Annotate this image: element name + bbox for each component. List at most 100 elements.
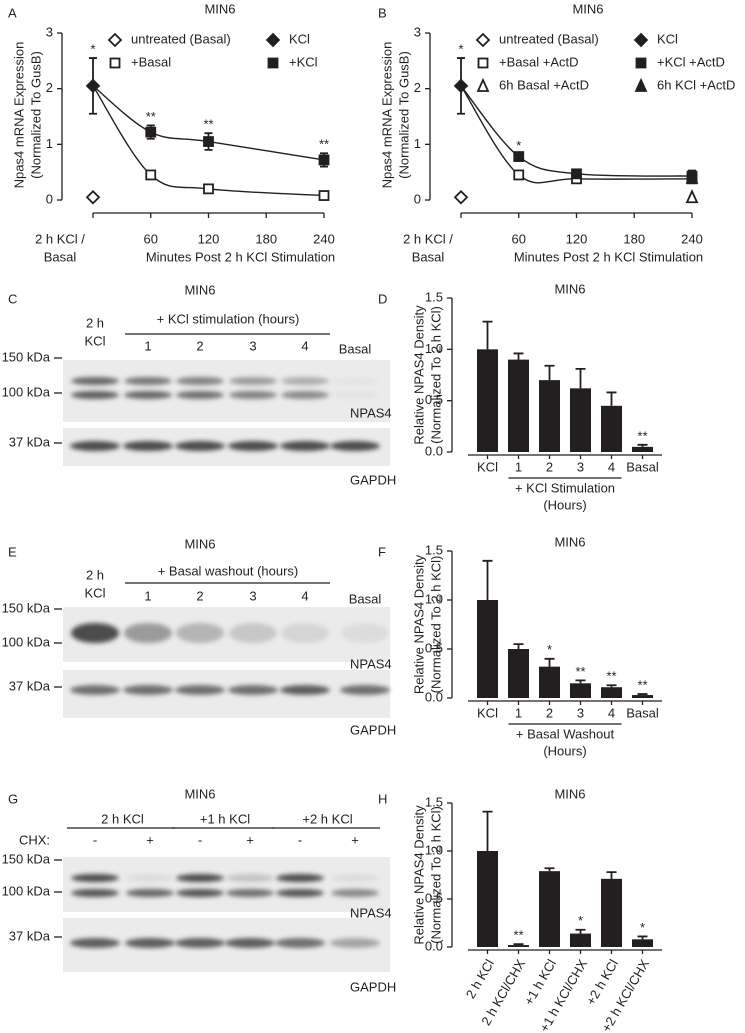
marker <box>477 57 489 69</box>
marker <box>85 189 101 205</box>
significance: ** <box>637 428 647 443</box>
band <box>71 874 119 882</box>
protein-label: NPAS4 <box>350 405 392 420</box>
row-label: CHX: <box>19 832 50 847</box>
chart-title: MIN6 <box>554 281 585 296</box>
significance: * <box>458 41 463 56</box>
band <box>226 874 274 882</box>
marker <box>513 169 525 181</box>
marker <box>685 189 699 204</box>
band <box>280 685 330 695</box>
marker <box>203 136 214 147</box>
bar <box>539 871 560 947</box>
tick-label: 1.0 <box>425 842 443 857</box>
lane-label: 4 <box>301 338 308 353</box>
error-bar <box>575 679 586 684</box>
legend-label: KCl <box>289 31 310 46</box>
tick-label: 120 <box>566 231 588 246</box>
band <box>71 391 119 399</box>
significance: ** <box>203 117 213 132</box>
significance: * <box>547 642 552 657</box>
y-axis-label: Npas4 mRNA Expression <box>11 42 26 189</box>
tick-label: Basal <box>412 249 445 264</box>
panel-letter: C <box>8 291 17 306</box>
band <box>126 874 174 882</box>
y-axis-label: Relative NPAS4 Density <box>411 305 426 445</box>
y-axis-label: Relative NPAS4 Density <box>411 805 426 945</box>
error-bar <box>482 559 493 600</box>
chart-title: MIN6 <box>204 1 235 16</box>
x-axis-label: Minutes Post 2 h KCl Stimulation <box>514 249 703 264</box>
tick-label: 0 <box>414 191 421 206</box>
legend-label: untreated (Basal) <box>131 31 231 46</box>
band <box>175 938 225 948</box>
lane-label: KCl <box>85 333 106 348</box>
bar <box>570 683 591 698</box>
blot-title: MIN6 <box>184 536 215 551</box>
band <box>176 889 224 897</box>
error-bar <box>513 352 524 360</box>
y-axis-label: (Normalized To 2 h KCl) <box>428 556 443 694</box>
error-bar <box>606 871 617 879</box>
size-marker: 37 kDa <box>9 678 51 693</box>
y-axis-label: Npas4 mRNA Expression <box>379 42 394 189</box>
y-axis-label: (Normalized To GusB) <box>28 51 43 179</box>
marker <box>265 32 281 48</box>
tick-label: Basal <box>626 459 659 474</box>
tick-label: 240 <box>313 231 335 246</box>
y-axis-label: (Normalized To GusB) <box>396 51 411 179</box>
error-bar <box>606 684 617 688</box>
legend-label: +KCl +ActD <box>657 54 725 69</box>
marker <box>85 78 101 94</box>
band <box>341 623 389 643</box>
legend-label: untreated (Basal) <box>499 31 599 46</box>
lane-label: + <box>246 832 254 847</box>
tick-label: 3 <box>46 24 53 39</box>
band <box>331 874 379 882</box>
band <box>71 377 119 385</box>
tick-label: 180 <box>623 231 645 246</box>
tick-label: 1 <box>515 705 522 720</box>
error-bar <box>544 657 555 667</box>
size-marker: 100 kDa <box>2 883 51 898</box>
band <box>176 874 224 882</box>
band <box>229 623 277 643</box>
panel-letter: D <box>378 291 387 306</box>
group-label: (Hours) <box>543 743 586 758</box>
band <box>176 391 224 399</box>
marker <box>267 57 279 69</box>
size-marker: 150 kDa <box>2 851 51 866</box>
band <box>275 938 325 948</box>
band <box>281 623 329 643</box>
lane-label: Basal <box>339 341 372 356</box>
lane-label: - <box>93 832 97 847</box>
tick-label: 60 <box>144 231 158 246</box>
band <box>71 623 119 643</box>
significance: * <box>578 913 583 928</box>
band <box>281 391 329 399</box>
group-label: + Basal Washout <box>516 726 615 741</box>
lane-label: + <box>146 832 154 847</box>
lane-label: 2 h <box>86 315 104 330</box>
tick-label: 120 <box>198 231 220 246</box>
error-bar <box>513 643 524 649</box>
bar <box>477 600 498 698</box>
significance: * <box>640 920 645 935</box>
error-bar <box>482 810 493 851</box>
error-bar <box>637 935 648 940</box>
band <box>331 377 379 385</box>
legend-label: KCl <box>657 31 678 46</box>
band <box>281 377 329 385</box>
fit-curve <box>460 85 693 184</box>
marker <box>318 190 330 201</box>
significance: ** <box>146 109 156 124</box>
band <box>176 377 224 385</box>
tick-label: 2 <box>546 705 553 720</box>
tick-label: 0.5 <box>425 640 443 655</box>
panel-letter: F <box>378 544 386 559</box>
band <box>175 685 225 695</box>
tick-label: 180 <box>255 231 277 246</box>
marker <box>318 154 330 166</box>
bar <box>601 878 622 947</box>
